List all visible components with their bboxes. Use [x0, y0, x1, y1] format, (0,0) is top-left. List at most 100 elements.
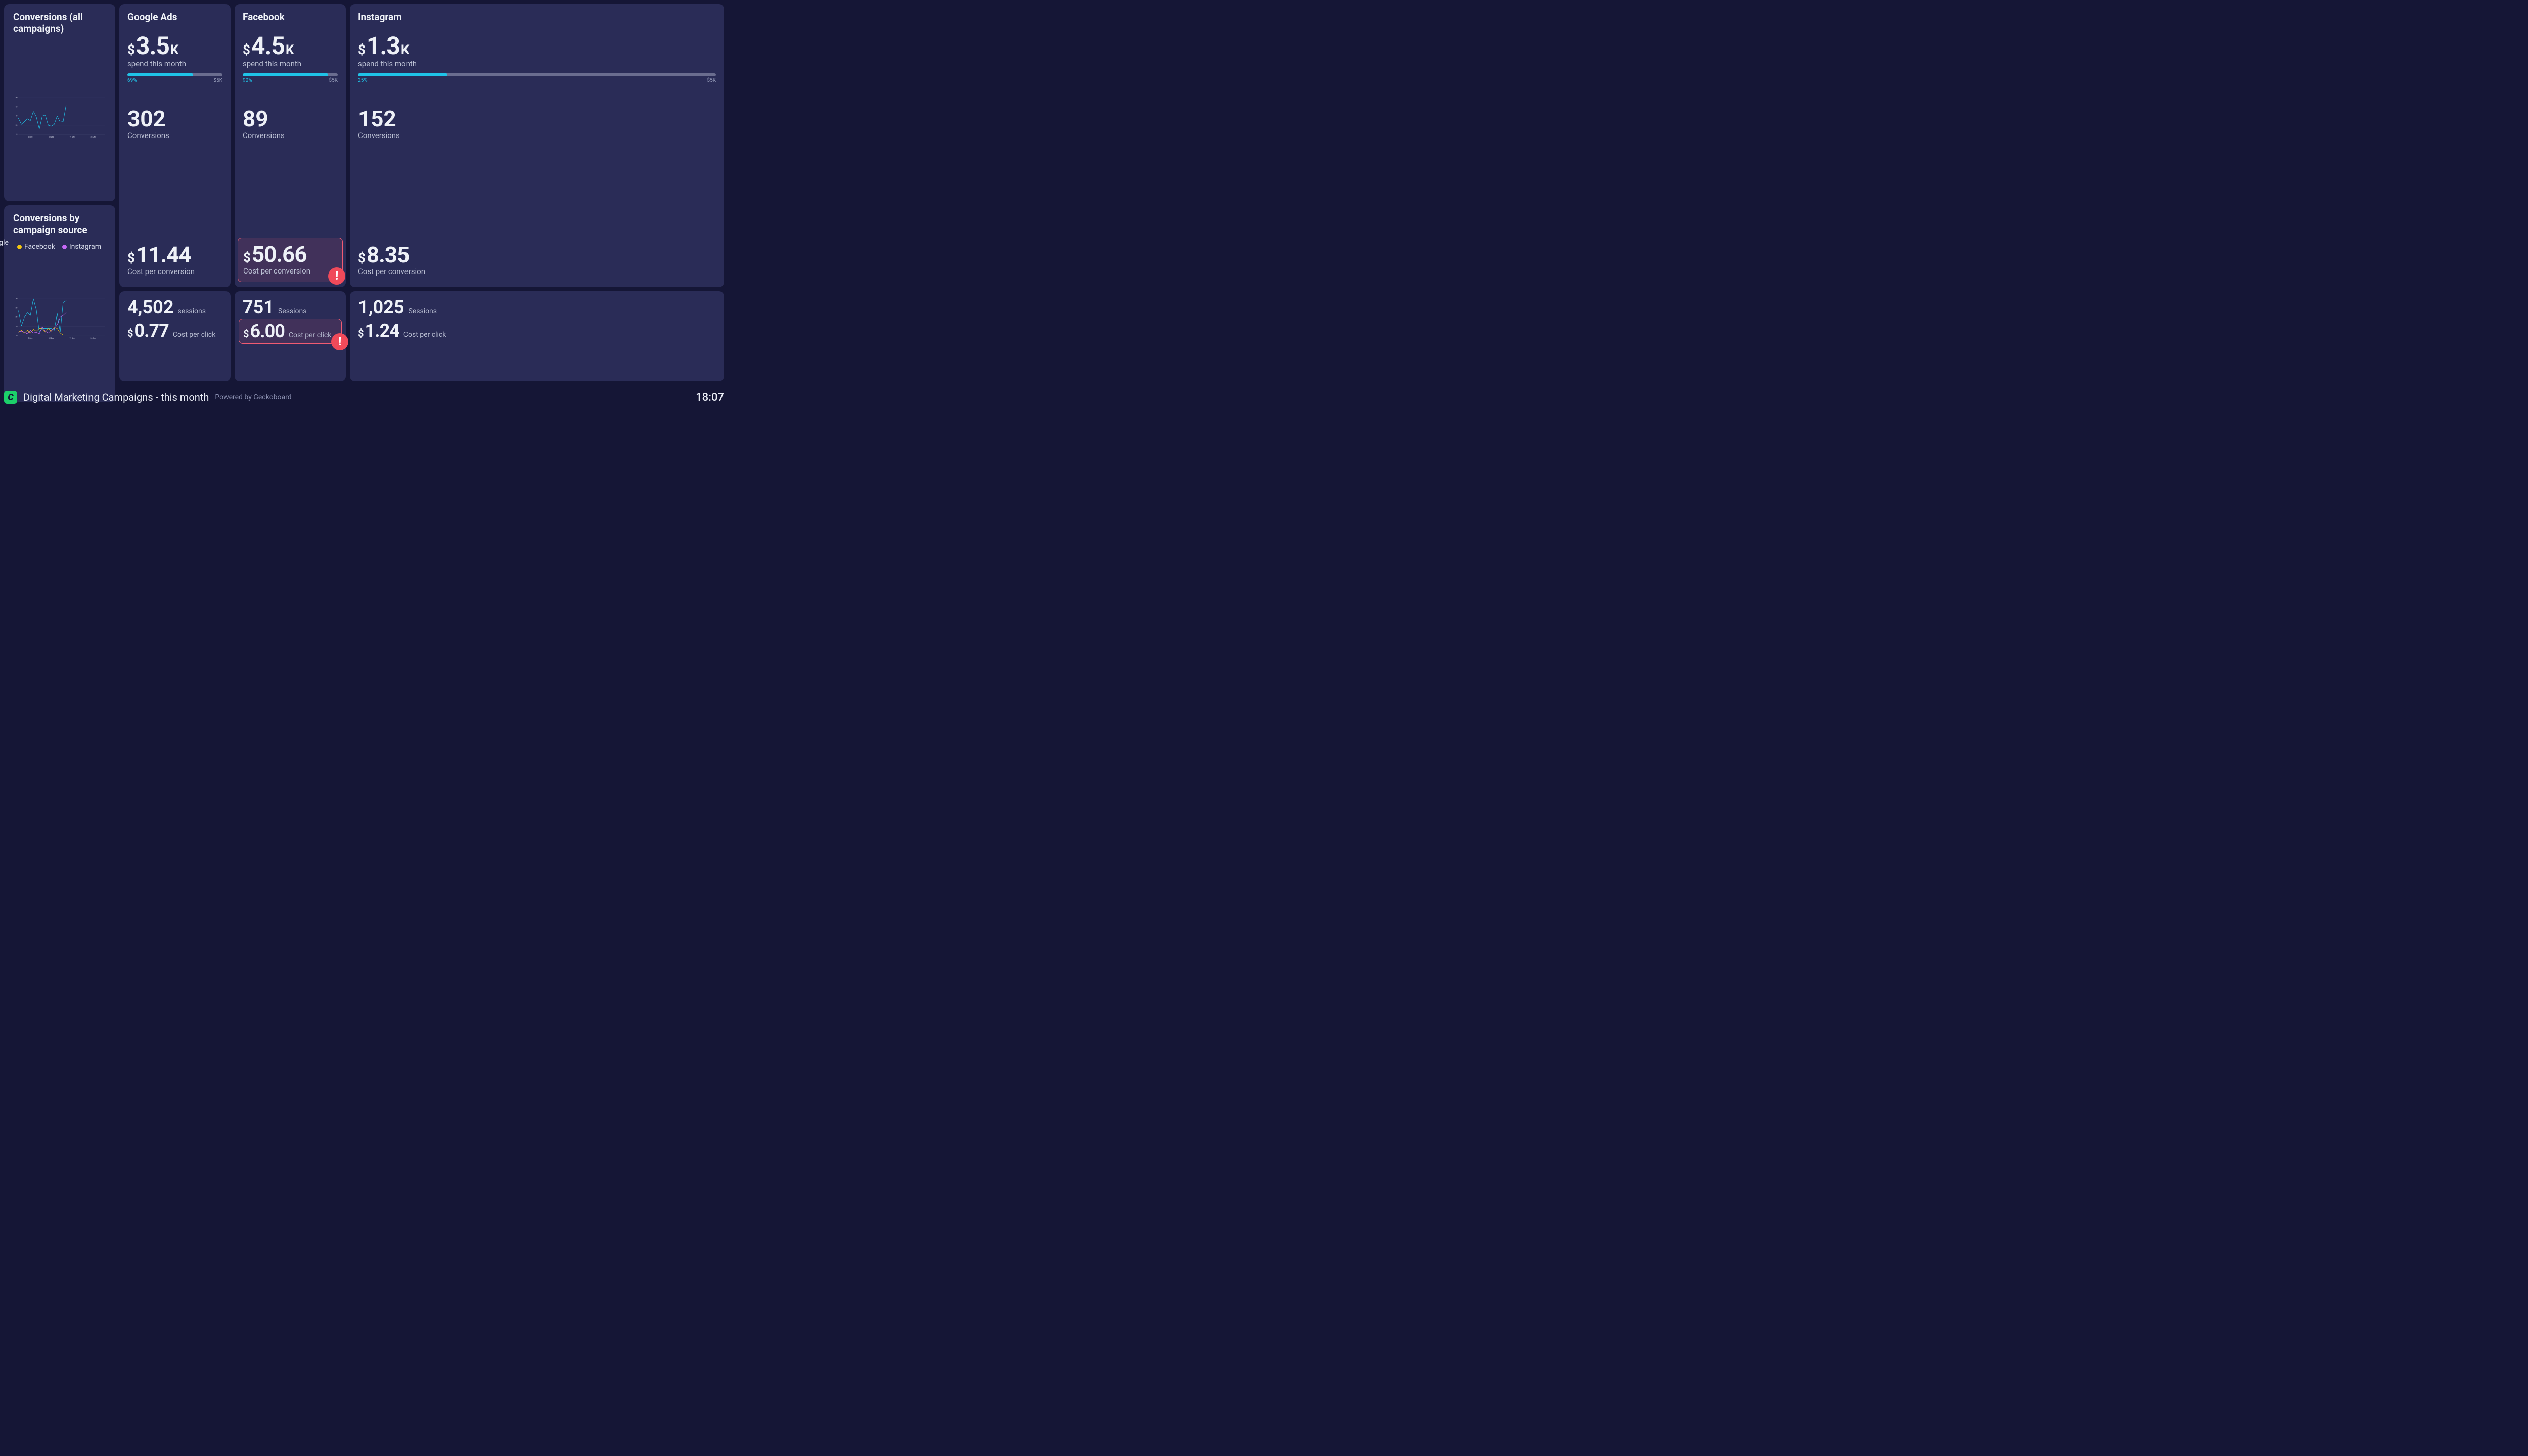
cpc-label: Cost per conversion — [127, 267, 222, 276]
progress-pct: 69% — [127, 78, 137, 83]
chart-card-all-conversions: Conversions (all campaigns) 0 20 40 60 80 5 D… — [4, 4, 115, 201]
spend-block: $ 4.5 K spend this month 90% $5K — [243, 34, 338, 83]
spend-label: spend this month — [127, 59, 222, 68]
svg-text:5 Dec: 5 Dec — [28, 337, 33, 339]
chart-area: Google AdsFacebookInstagram 0102030405 D… — [13, 239, 106, 398]
chart-area: 0204060805 Dec12 Dec19 Dec26 Dec — [13, 37, 106, 197]
sessions-row: 4,502 sessions — [127, 298, 222, 316]
svg-text:20: 20 — [16, 124, 18, 126]
svg-text:19 Dec: 19 Dec — [69, 136, 75, 138]
footer-powered-by: Powered by Geckoboard — [215, 393, 291, 401]
chart-title: Conversions by campaign source — [13, 212, 106, 236]
progress-pct: 25% — [358, 78, 368, 83]
legend-label: Facebook — [24, 243, 55, 251]
progress-max: $5K — [213, 78, 222, 83]
cost-per-conversion-block: $ 50.66 Cost per conversion ! — [238, 238, 343, 282]
svg-text:0: 0 — [16, 133, 17, 135]
svg-text:20: 20 — [16, 316, 18, 318]
svg-text:26 Dec: 26 Dec — [91, 136, 96, 138]
sessions-row: 751 Sessions — [243, 298, 338, 316]
svg-text:12 Dec: 12 Dec — [49, 337, 54, 339]
svg-text:60: 60 — [16, 106, 18, 108]
svg-text:40: 40 — [16, 115, 18, 117]
chart-title: Conversions (all campaigns) — [13, 11, 106, 34]
channel-bottom-google: 4,502 sessions $ 0.77 Cost per click — [119, 291, 231, 381]
spend-amount: $ 3.5 K — [127, 34, 222, 58]
cost-per-click-row: $ 1.24 Cost per click — [354, 318, 720, 343]
sessions-row: 1,025 Sessions — [358, 298, 716, 316]
conversions-value: 302 — [127, 108, 222, 130]
charts-column: Conversions (all campaigns) 0 20 40 60 80 5 D… — [4, 4, 115, 381]
conversions-block: 89 Conversions — [243, 108, 338, 140]
conversions-block: 152 Conversions — [358, 108, 716, 140]
channel-title: Facebook — [243, 11, 338, 23]
spend-label: spend this month — [243, 59, 338, 68]
spend-block: $ 1.3 K spend this month 25% $5K — [358, 34, 716, 83]
spend-amount: $ 1.3 K — [358, 34, 716, 58]
spend-progress: 69% $5K — [127, 73, 222, 83]
conversions-label: Conversions — [243, 131, 338, 140]
spend-label: spend this month — [358, 59, 716, 68]
chart-all-svg: 0204060805 Dec12 Dec19 Dec26 Dec — [13, 37, 106, 197]
cpc-value: $ 11.44 — [127, 244, 222, 266]
cpc-label: Cost per conversion — [243, 266, 337, 276]
svg-text:19 Dec: 19 Dec — [69, 337, 75, 339]
legend-dot-icon — [17, 245, 22, 249]
channel-bottom-facebook: 751 Sessions $ 6.00 Cost per click ! — [235, 291, 346, 381]
cost-per-click-row: $ 0.77 Cost per click — [123, 318, 227, 343]
sessions-label: Sessions — [278, 307, 307, 315]
alert-icon: ! — [328, 267, 345, 285]
spend-progress: 90% $5K — [243, 73, 338, 83]
cost-per-conversion-block: $ 8.35 Cost per conversion — [353, 239, 721, 282]
channel-card-instagram: Instagram $ 1.3 K spend this month 25% $… — [350, 4, 724, 287]
conversions-label: Conversions — [358, 131, 716, 140]
svg-text:0: 0 — [16, 335, 17, 337]
svg-text:40: 40 — [16, 298, 18, 300]
dashboard-footer: C Digital Marketing Campaigns - this mon… — [4, 388, 724, 406]
sessions-label: sessions — [177, 307, 205, 315]
legend-item: Instagram — [62, 239, 101, 255]
cpc-label: Cost per click — [289, 331, 331, 339]
cost-per-conversion-block: $ 11.44 Cost per conversion — [122, 239, 228, 282]
footer-clock: 18:07 — [696, 391, 724, 404]
spend-progress: 25% $5K — [358, 73, 716, 83]
sessions-label: Sessions — [408, 307, 437, 315]
channel-card-google: Google Ads $ 3.5 K spend this month 69% … — [119, 4, 231, 287]
svg-text:5 Dec: 5 Dec — [28, 136, 33, 138]
cost-per-click-row: $ 6.00 Cost per click ! — [239, 318, 342, 344]
sessions-value: 4,502 — [127, 298, 173, 316]
cpc-label: Cost per click — [403, 331, 446, 339]
cpc-label: Cost per conversion — [358, 267, 716, 276]
legend-label: Instagram — [69, 243, 101, 251]
dashboard-grid: Google Ads $ 3.5 K spend this month 69% … — [4, 4, 724, 381]
svg-text:80: 80 — [16, 97, 18, 99]
footer-title: Digital Marketing Campaigns - this month — [23, 391, 209, 403]
channel-bottom-instagram: 1,025 Sessions $ 1.24 Cost per click — [350, 291, 724, 381]
sessions-value: 1,025 — [358, 298, 404, 316]
chart-legend: Google Ads Facebook Instagram — [0, 239, 101, 255]
chart-card-by-source: Conversions by campaign source Google Ad… — [4, 205, 115, 402]
chart-by-source-svg: 0102030405 Dec12 Dec19 Dec26 Dec — [13, 239, 106, 398]
sessions-value: 751 — [243, 298, 274, 316]
progress-max: $5K — [329, 78, 338, 83]
legend-label: Google Ads — [0, 239, 10, 255]
progress-pct: 90% — [243, 78, 252, 83]
legend-item: Google Ads — [0, 239, 10, 255]
cpc-label: Cost per click — [173, 331, 215, 339]
svg-text:30: 30 — [16, 307, 18, 309]
svg-text:10: 10 — [16, 326, 18, 328]
channel-title: Google Ads — [127, 11, 222, 23]
geckoboard-logo-icon: C — [4, 391, 17, 404]
cpc-value: $ 8.35 — [358, 244, 716, 266]
conversions-block: 302 Conversions — [127, 108, 222, 140]
conversions-label: Conversions — [127, 131, 222, 140]
legend-item: Facebook — [17, 239, 55, 255]
spend-block: $ 3.5 K spend this month 69% $5K — [127, 34, 222, 83]
alert-icon: ! — [331, 333, 348, 350]
dashboard-root: Google Ads $ 3.5 K spend this month 69% … — [0, 0, 728, 410]
legend-dot-icon — [62, 245, 67, 249]
channel-title: Instagram — [358, 11, 716, 23]
progress-max: $5K — [707, 78, 716, 83]
conversions-value: 152 — [358, 108, 716, 130]
channel-card-facebook: Facebook $ 4.5 K spend this month 90% $5… — [235, 4, 346, 287]
